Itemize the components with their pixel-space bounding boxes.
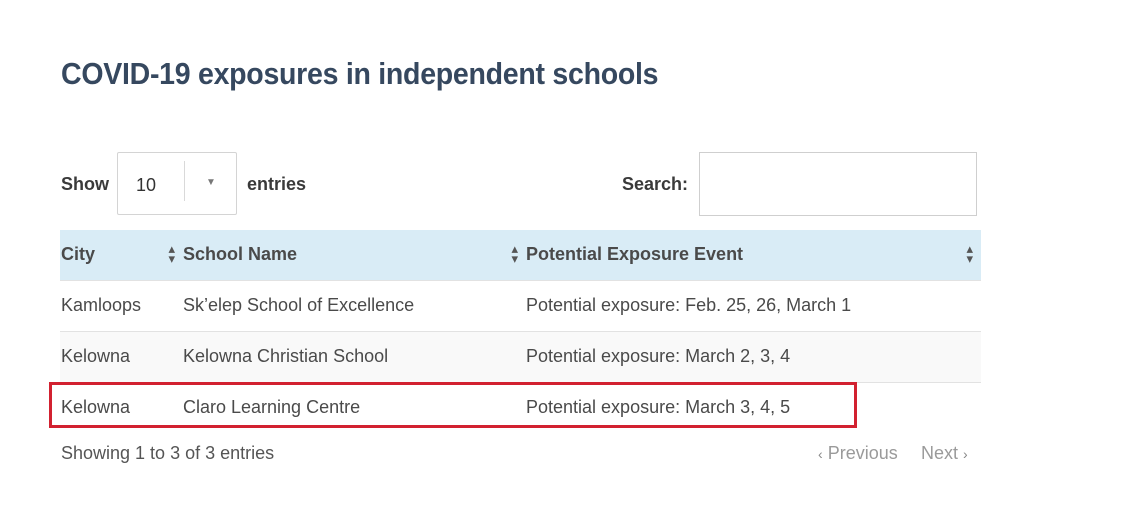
next-label: Next [921,443,959,463]
cell-exposure-event: Potential exposure: March 2, 3, 4 [526,330,981,382]
previous-button[interactable]: ‹ Previous [818,443,898,464]
chevron-down-icon: ▼ [206,177,216,188]
cell-exposure-event: Potential exposure: March 3, 4, 5 [526,381,981,433]
exposures-table: City ▴ ▾ School Name ▴ ▾ Potential Exposur… [60,230,981,433]
column-header-school-name[interactable]: School Name ▴ ▾ [183,230,526,280]
column-header-exposure-event[interactable]: Potential Exposure Event ▴ ▾ [526,230,981,280]
sort-icon: ▴ ▾ [168,241,175,266]
table-row: Kamloops Sk’elep School of Excellence Po… [60,279,981,331]
sort-icon: ▴ ▾ [511,241,518,266]
table-header-row: City ▴ ▾ School Name ▴ ▾ Potential Exposur… [60,230,981,280]
entries-label: entries [247,174,307,194]
table-row: Kelowna Kelowna Christian School Potenti… [60,330,981,382]
column-header-city[interactable]: City ▴ ▾ [60,230,183,280]
column-header-label: School Name [183,244,298,265]
entries-select-value: 10 [136,175,157,195]
table-row: Kelowna Claro Learning Centre Potential … [60,381,981,433]
search-input[interactable] [699,152,977,216]
page-title: COVID-19 exposures in independent school… [61,56,659,91]
column-header-label: City [61,244,96,265]
entries-select[interactable]: 10 ▼ [117,152,237,215]
cell-city: Kelowna [60,381,183,433]
cell-school-name: Sk’elep School of Excellence [183,279,526,331]
cell-exposure-event: Potential exposure: Feb. 25, 26, March 1 [526,279,981,331]
next-button[interactable]: Next › [921,443,968,464]
select-divider [184,161,185,201]
previous-label: Previous [827,443,898,463]
chevron-right-icon: › [963,446,968,462]
sort-icon: ▴ ▾ [966,241,973,266]
cell-city: Kamloops [60,279,183,331]
search-label: Search: [622,174,689,194]
cell-city: Kelowna [60,330,183,382]
cell-school-name: Claro Learning Centre [183,381,526,433]
table-info: Showing 1 to 3 of 3 entries [61,443,275,463]
column-header-label: Potential Exposure Event [526,244,744,265]
show-label: Show [61,174,109,194]
cell-school-name: Kelowna Christian School [183,330,526,382]
chevron-left-icon: ‹ [818,446,823,462]
